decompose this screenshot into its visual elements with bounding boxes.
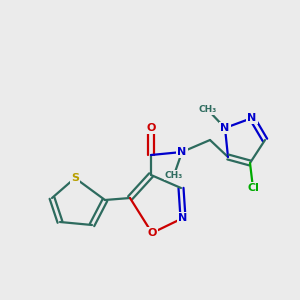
- Text: N: N: [177, 147, 187, 157]
- Text: S: S: [71, 173, 79, 183]
- Text: N: N: [248, 113, 256, 123]
- Text: CH₃: CH₃: [165, 170, 183, 179]
- Text: CH₃: CH₃: [199, 106, 217, 115]
- Text: N: N: [220, 123, 230, 133]
- Text: N: N: [178, 213, 188, 223]
- Text: O: O: [147, 228, 157, 238]
- Text: O: O: [146, 123, 156, 133]
- Text: Cl: Cl: [247, 183, 259, 193]
